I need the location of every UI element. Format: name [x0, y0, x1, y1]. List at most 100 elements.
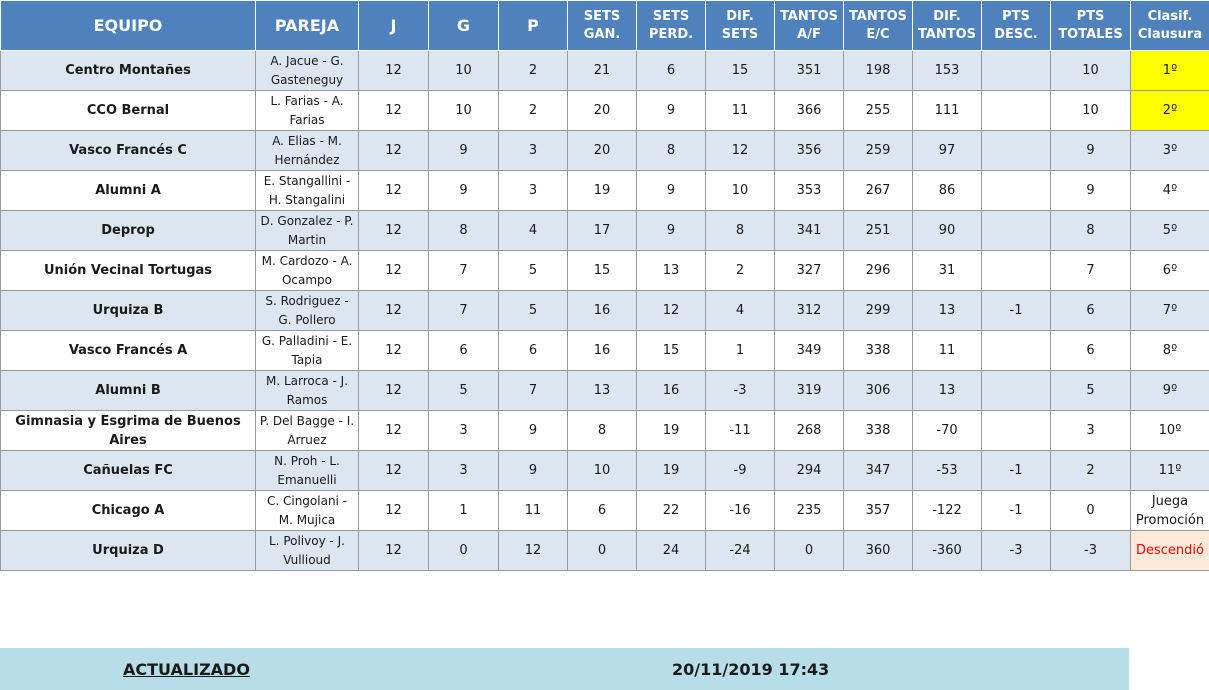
played-cell: 12: [358, 130, 429, 171]
won-cell: 7: [428, 290, 499, 331]
sets-lost-cell: 9: [636, 210, 706, 251]
points-for-cell: 327: [774, 250, 844, 291]
points-against-cell: 255: [843, 90, 913, 131]
sets-diff-cell: 8: [705, 210, 775, 251]
won-cell: 10: [428, 50, 499, 91]
points-for-cell: 312: [774, 290, 844, 331]
classification-cell: 7º: [1130, 290, 1209, 331]
points-diff-cell: -360: [912, 530, 982, 571]
points-against-cell: 357: [843, 490, 913, 531]
lost-cell: 6: [498, 330, 568, 371]
team-name: Alumni A: [0, 170, 256, 211]
pts-deducted-cell: [981, 130, 1051, 171]
table-row: Cañuelas FC N. Proh - L. Emanuelli 12 3 …: [0, 450, 1209, 491]
sets-diff-cell: 10: [705, 170, 775, 211]
points-against-cell: 306: [843, 370, 913, 411]
pts-total-cell: 10: [1050, 50, 1131, 91]
header-pts-totales: PTS TOTALES: [1050, 0, 1131, 51]
points-for-cell: 268: [774, 410, 844, 451]
classification-cell: Juega Promoción: [1130, 490, 1209, 531]
points-diff-cell: 111: [912, 90, 982, 131]
sets-lost-cell: 8: [636, 130, 706, 171]
pts-deducted-cell: [981, 210, 1051, 251]
sets-won-cell: 15: [567, 250, 637, 291]
points-for-cell: 353: [774, 170, 844, 211]
sets-diff-cell: 15: [705, 50, 775, 91]
won-cell: 7: [428, 250, 499, 291]
played-cell: 12: [358, 410, 429, 451]
sets-won-cell: 20: [567, 90, 637, 131]
played-cell: 12: [358, 90, 429, 131]
team-name: Urquiza D: [0, 530, 256, 571]
team-name: Centro Montañes: [0, 50, 256, 91]
sets-diff-cell: 2: [705, 250, 775, 291]
played-cell: 12: [358, 290, 429, 331]
played-cell: 12: [358, 530, 429, 571]
lost-cell: 9: [498, 450, 568, 491]
classification-cell: 8º: [1130, 330, 1209, 371]
team-name: Cañuelas FC: [0, 450, 256, 491]
table-row: Deprop D. Gonzalez - P. Martin 12 8 4 17…: [0, 210, 1209, 251]
sets-lost-cell: 12: [636, 290, 706, 331]
sets-won-cell: 13: [567, 370, 637, 411]
sets-won-cell: 6: [567, 490, 637, 531]
header-j: J: [358, 0, 429, 51]
team-name: Chicago A: [0, 490, 256, 531]
sets-lost-cell: 9: [636, 90, 706, 131]
header-g: G: [428, 0, 499, 51]
header-clasif: Clasif. Clausura: [1130, 0, 1209, 51]
header-equipo: EQUIPO: [0, 0, 256, 51]
pts-deducted-cell: [981, 370, 1051, 411]
sets-won-cell: 0: [567, 530, 637, 571]
classification-cell: 11º: [1130, 450, 1209, 491]
team-name: Deprop: [0, 210, 256, 251]
sets-won-cell: 21: [567, 50, 637, 91]
header-dif-sets: DIF. SETS: [705, 0, 775, 51]
points-against-cell: 299: [843, 290, 913, 331]
points-diff-cell: 86: [912, 170, 982, 211]
classification-cell: 1º: [1130, 50, 1209, 91]
sets-won-cell: 20: [567, 130, 637, 171]
points-for-cell: 235: [774, 490, 844, 531]
classification-cell: 4º: [1130, 170, 1209, 211]
points-diff-cell: 97: [912, 130, 982, 171]
classification-cell: 2º: [1130, 90, 1209, 131]
pair-names: M. Larroca - J. Ramos: [255, 370, 359, 411]
lost-cell: 4: [498, 210, 568, 251]
won-cell: 3: [428, 450, 499, 491]
won-cell: 9: [428, 130, 499, 171]
sets-diff-cell: 11: [705, 90, 775, 131]
played-cell: 12: [358, 210, 429, 251]
sets-won-cell: 8: [567, 410, 637, 451]
pts-total-cell: 0: [1050, 490, 1131, 531]
sets-diff-cell: 4: [705, 290, 775, 331]
sets-lost-cell: 6: [636, 50, 706, 91]
points-for-cell: 319: [774, 370, 844, 411]
lost-cell: 9: [498, 410, 568, 451]
points-diff-cell: 90: [912, 210, 982, 251]
table-row: Chicago A C. Cingolani - M. Mujica 12 1 …: [0, 490, 1209, 531]
lost-cell: 11: [498, 490, 568, 531]
table-row: CCO Bernal L. Farias - A. Farias 12 10 2…: [0, 90, 1209, 131]
points-against-cell: 347: [843, 450, 913, 491]
lost-cell: 3: [498, 170, 568, 211]
pair-names: M. Cardozo - A. Ocampo: [255, 250, 359, 291]
lost-cell: 12: [498, 530, 568, 571]
sets-diff-cell: -16: [705, 490, 775, 531]
points-for-cell: 294: [774, 450, 844, 491]
pts-deducted-cell: -1: [981, 490, 1051, 531]
points-diff-cell: -70: [912, 410, 982, 451]
pair-names: P. Del Bagge - I. Arruez: [255, 410, 359, 451]
header-row: EQUIPO PAREJA J G P SETS GAN. SETS PERD.…: [0, 0, 1209, 51]
pts-total-cell: 5: [1050, 370, 1131, 411]
played-cell: 12: [358, 250, 429, 291]
won-cell: 8: [428, 210, 499, 251]
table-row: Alumni B M. Larroca - J. Ramos 12 5 7 13…: [0, 370, 1209, 411]
team-name: Vasco Francés A: [0, 330, 256, 371]
pair-names: N. Proh - L. Emanuelli: [255, 450, 359, 491]
won-cell: 6: [428, 330, 499, 371]
points-for-cell: 341: [774, 210, 844, 251]
pts-total-cell: 6: [1050, 330, 1131, 371]
table-row: Centro Montañes A. Jacue - G. Gasteneguy…: [0, 50, 1209, 91]
